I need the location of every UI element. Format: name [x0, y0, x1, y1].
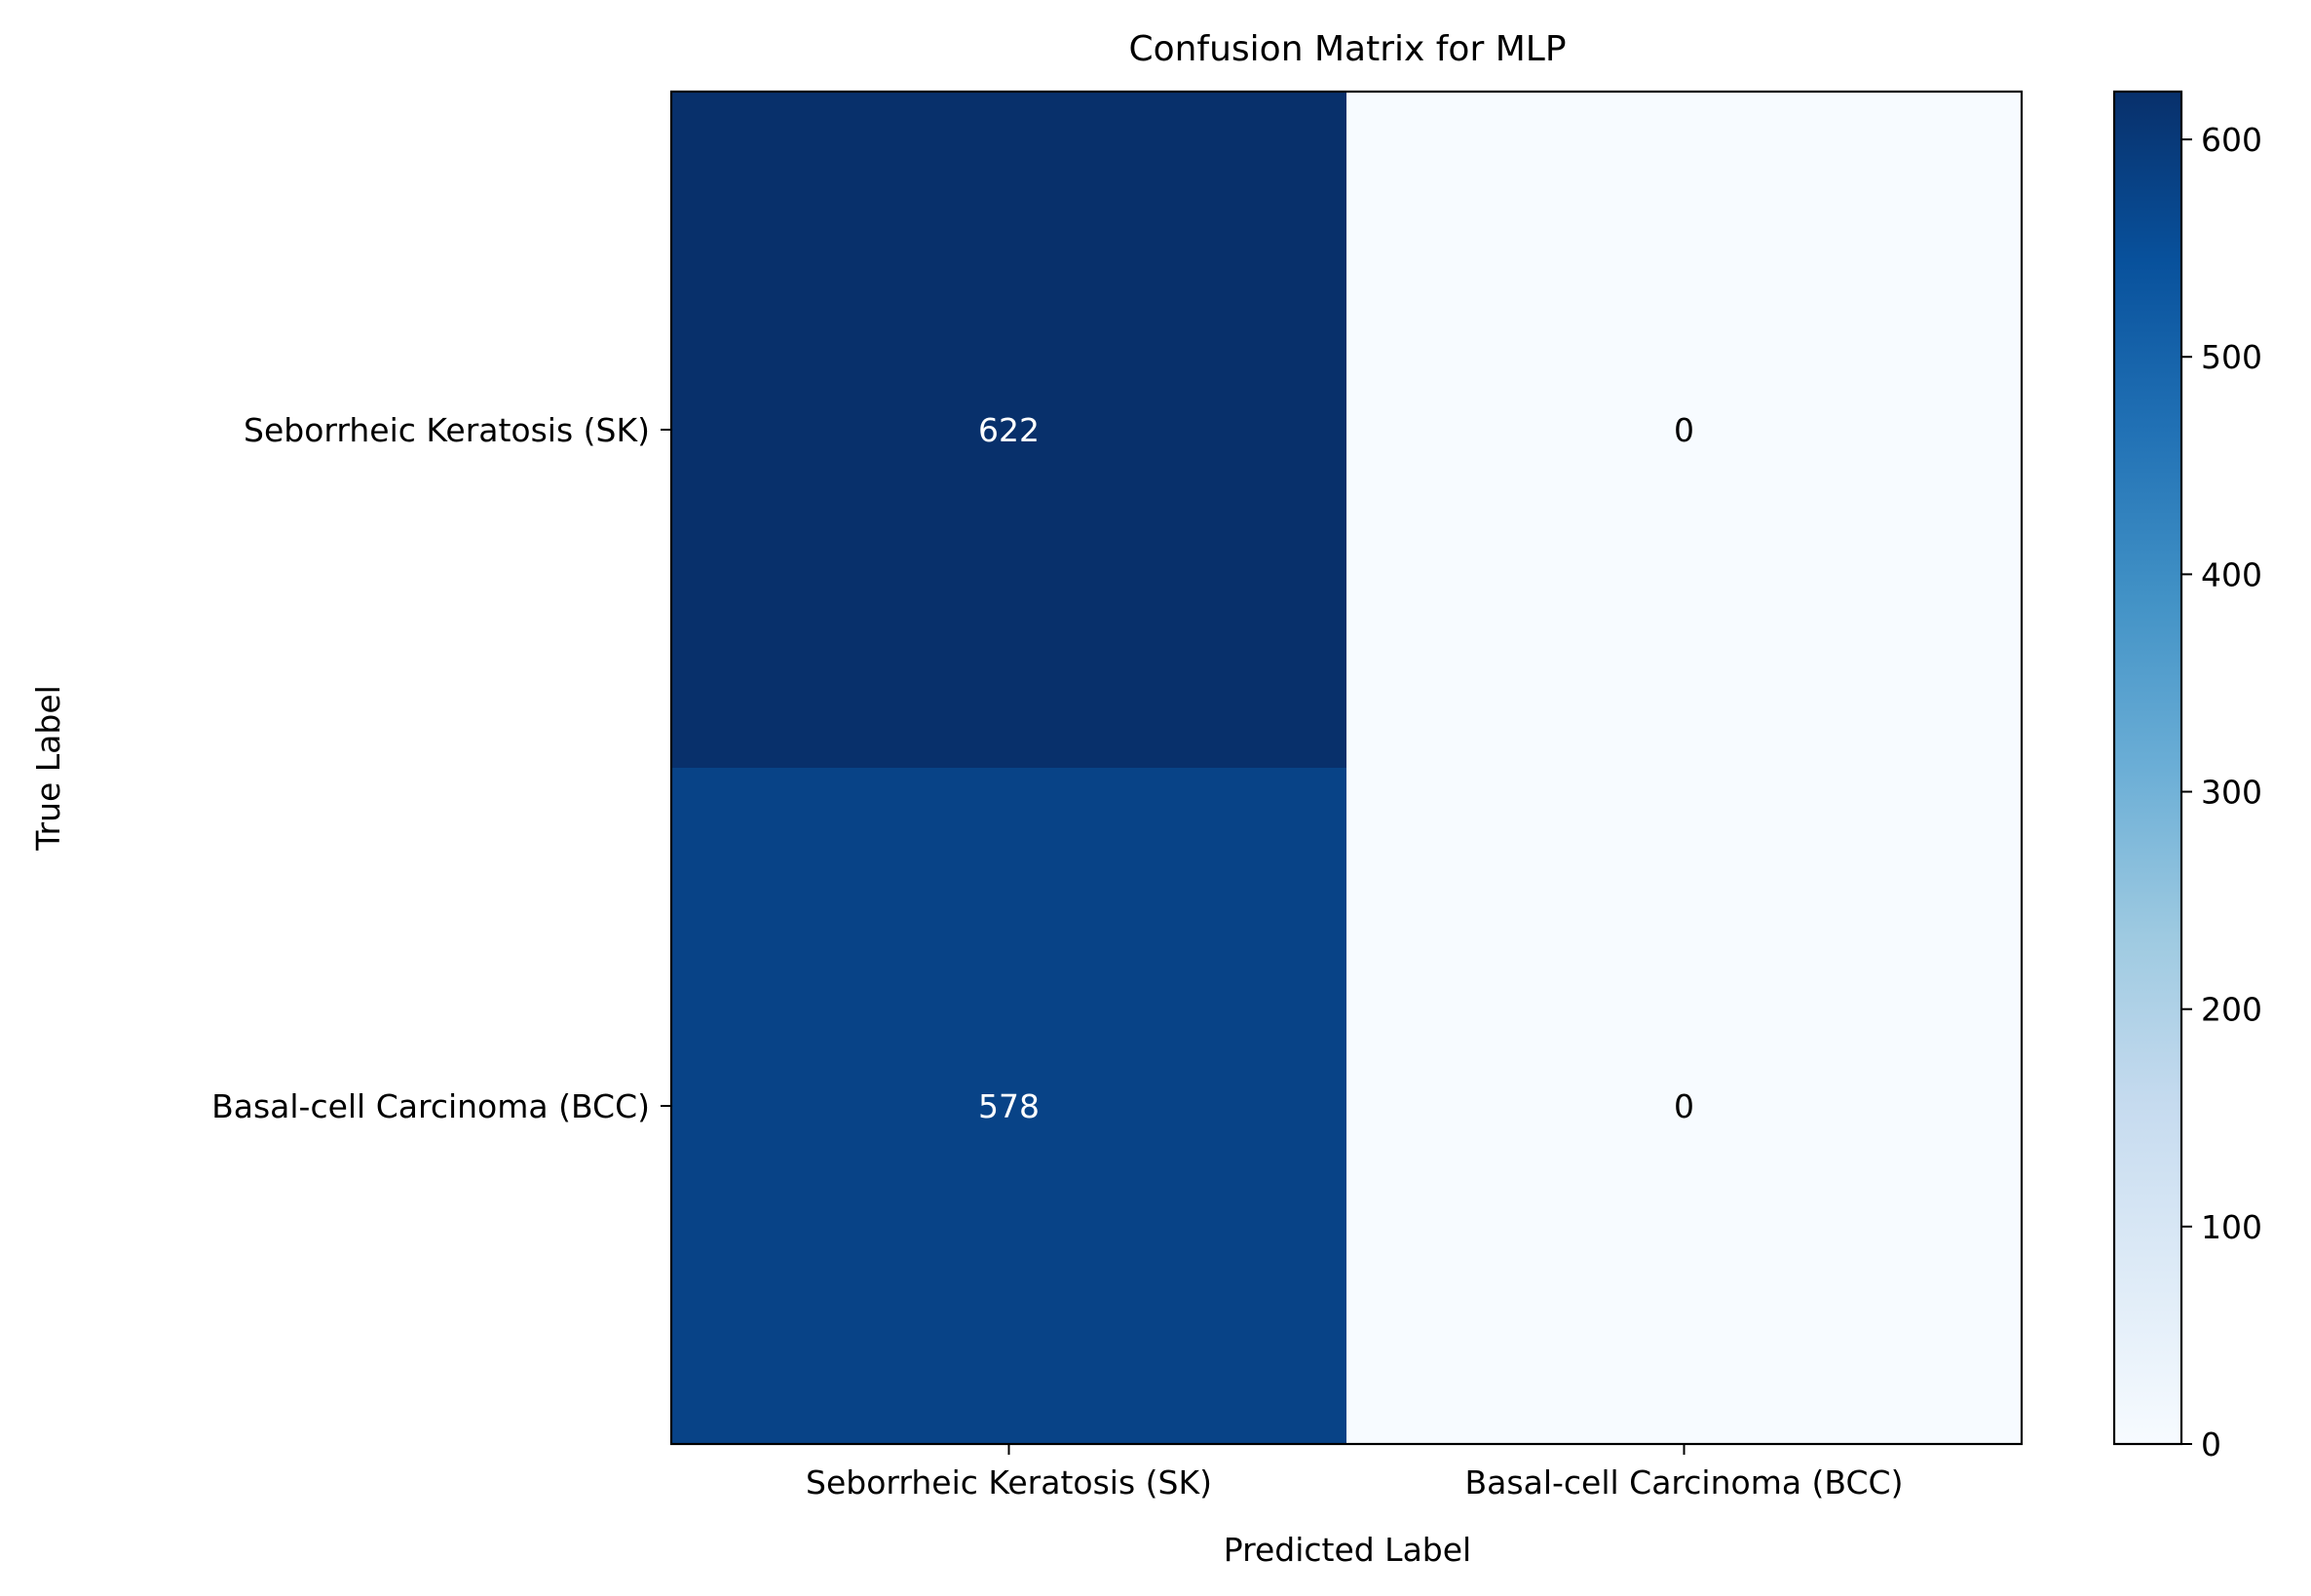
heatmap-cell-r1-c0 — [671, 768, 1347, 1445]
colorbar-ticks: 0 100 200 300 400 500 600 — [2181, 121, 2262, 1463]
cell-value-label: 622 — [978, 411, 1040, 449]
cell-value-label: 0 — [1674, 1087, 1694, 1125]
chart-title: Confusion Matrix for MLP — [1128, 29, 1566, 69]
colorbar-tick-label: 0 — [2201, 1425, 2221, 1463]
x-tick-label: Seborrheic Keratosis (SK) — [806, 1463, 1212, 1501]
colorbar-tick-label: 300 — [2201, 774, 2262, 812]
colorbar-tick-label: 400 — [2201, 555, 2262, 593]
colorbar-tick-label: 500 — [2201, 338, 2262, 376]
colorbar — [2112, 90, 2183, 1446]
heatmap-cell-r0-c0 — [671, 92, 1347, 769]
cell-value-label: 0 — [1674, 411, 1694, 449]
y-tick-label: Seborrheic Keratosis (SK) — [244, 411, 650, 449]
y-axis-ticks: Seborrheic Keratosis (SK) Basal-cell Carc… — [211, 411, 671, 1125]
y-tick-label: Basal-cell Carcinoma (BCC) — [211, 1087, 650, 1125]
heatmap-cell-r0-c1 — [1346, 92, 2023, 769]
colorbar-tick-label: 100 — [2201, 1208, 2262, 1246]
heatmap-cells — [671, 92, 2023, 1445]
x-axis-label: Predicted Label — [1224, 1531, 1471, 1569]
heatmap-cell-labels: 622 0 578 0 — [978, 411, 1694, 1125]
heatmap-cell-r1-c1 — [1346, 768, 2023, 1445]
colorbar-tick-label: 600 — [2201, 121, 2262, 159]
x-axis-ticks: Seborrheic Keratosis (SK) Basal-cell Carc… — [806, 1444, 1903, 1501]
x-tick-label: Basal-cell Carcinoma (BCC) — [1465, 1463, 1904, 1501]
cell-value-label: 578 — [978, 1087, 1040, 1125]
y-axis-label: True Label — [29, 685, 67, 852]
colorbar-tick-label: 200 — [2201, 991, 2262, 1029]
plot-frame — [669, 90, 2024, 1446]
